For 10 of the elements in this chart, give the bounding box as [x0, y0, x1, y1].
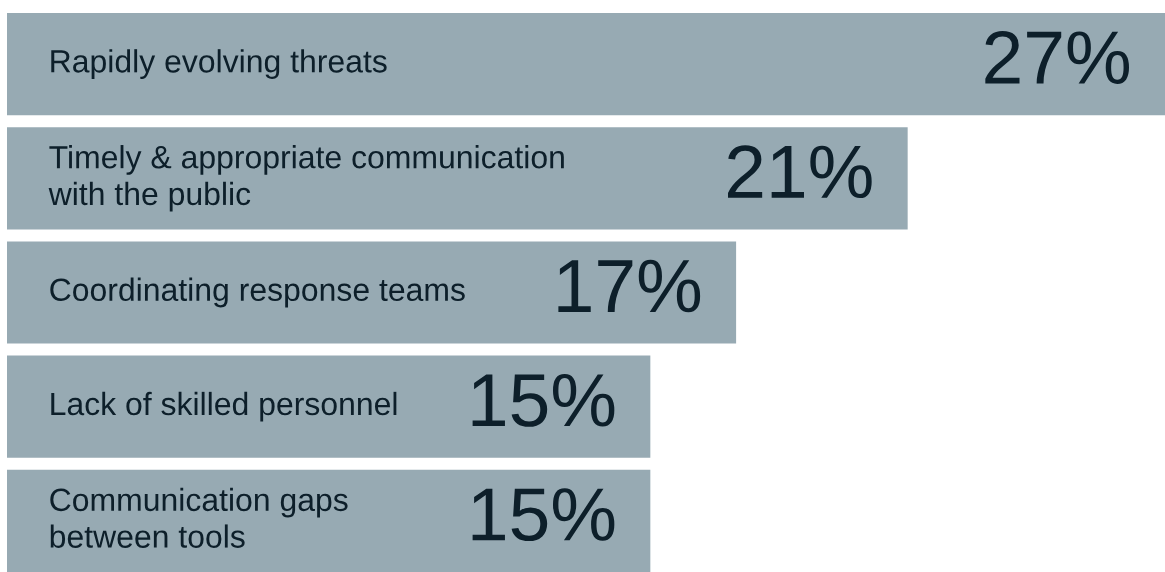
data-label: 27% — [985, 31, 1129, 84]
y-tick-label: Lack of skilled personnel — [51, 391, 397, 422]
data-label: 15% — [472, 488, 615, 542]
y-tick-label: Timely & appropriate communication with the public — [48, 145, 564, 212]
y-tick-label: Communication gaps between tools — [50, 487, 348, 548]
y-tick-label: Coordinating response teams — [50, 277, 465, 308]
data-label: 21% — [728, 145, 872, 199]
data-label: 15% — [472, 374, 615, 427]
y-tick-label: Rapidly evolving threats — [51, 49, 387, 79]
data-label: 17% — [558, 259, 701, 313]
